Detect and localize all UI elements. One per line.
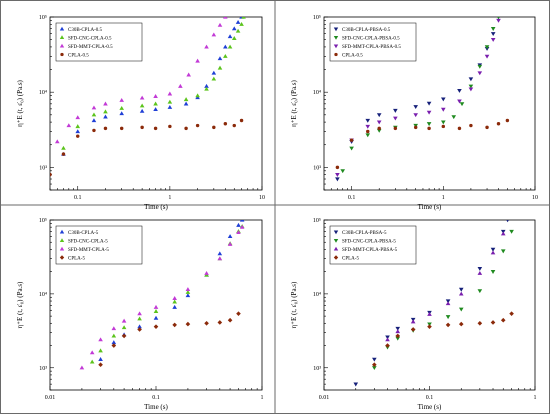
legend-label: SFD-CNC-CPLA-PBSA-5 (342, 240, 396, 245)
y-axis-label: η⁺E (t, ε̇₀) (Pa.s) (16, 281, 24, 328)
data-point (224, 122, 227, 125)
y-tick-label: 10³ (39, 165, 47, 171)
x-axis-label: Time (s) (418, 203, 442, 211)
data-point (366, 130, 369, 133)
legend: C30B-CPLA-0.5 SFD-CNC-CPLA-0.5 SFD-MMT-CPL… (56, 23, 142, 61)
data-point (350, 138, 353, 141)
legend-label: C30B-CPLA-PBSA-5 (342, 231, 387, 236)
legend-label: SFD-MMT-CPLA-5 (68, 248, 109, 253)
legend-label: SFD-MMT-CPLA-PBSA-0.5 (342, 45, 401, 50)
data-point (427, 127, 430, 130)
x-tick-label: 1 (168, 195, 171, 201)
data-point (184, 127, 187, 130)
x-tick-label: 1 (261, 395, 264, 401)
y-tick-label: 10³ (313, 165, 321, 171)
legend: C30B-CPLA-PBSA-5 SFD-CNC-CPLA-PBSA-5 SFD-M… (330, 226, 416, 264)
x-tick-label: 0.1 (348, 195, 356, 201)
y-axis-label: η⁺E (t, ε̇₀) (Pa.s) (16, 79, 24, 126)
data-point (104, 127, 107, 130)
data-point (92, 129, 95, 132)
data-point (414, 126, 417, 129)
data-point (212, 126, 215, 129)
y-axis-label: η⁺E (t, ε̇₀) (Pa.s) (290, 79, 298, 126)
x-tick-label: 10 (532, 195, 538, 201)
x-tick-label: 10 (259, 195, 265, 201)
y-tick-label: 10⁴ (39, 90, 47, 96)
data-point (458, 127, 461, 130)
x-axis-label: Time (s) (144, 403, 168, 411)
data-point (154, 127, 157, 130)
y-tick-label: 10⁵ (313, 218, 321, 224)
data-point (168, 125, 171, 128)
legend-label: CPLA-5 (342, 257, 359, 262)
y-axis-label: η⁺E (t, ε̇₀) (Pa.s) (290, 281, 298, 328)
data-point (196, 124, 199, 127)
legend-label: C30B-CPLA-PBSA-0.5 (342, 28, 391, 33)
data-point (336, 166, 339, 169)
x-axis-label: Time (s) (418, 403, 442, 411)
y-tick-label: 10⁴ (313, 292, 321, 298)
legend-label: CPLA-0.5 (68, 54, 89, 59)
x-tick-label: 1 (442, 195, 445, 201)
x-tick-label: 1 (534, 395, 537, 401)
data-point (240, 119, 243, 122)
x-tick-label: 0.1 (152, 395, 160, 401)
data-point (469, 124, 472, 127)
y-tick-label: 10³ (313, 366, 321, 372)
data-point (394, 127, 397, 130)
legend-label: SFD-CNC-CPLA-0.5 (68, 37, 112, 42)
legend: C30B-CPLA-PBSA-0.5 SFD-CNC-CPLA-PBSA-0.5 S… (330, 23, 416, 61)
data-point (233, 124, 236, 127)
data-point (140, 126, 143, 129)
legend-marker (334, 53, 337, 56)
data-point (120, 127, 123, 130)
data-point (485, 126, 488, 129)
x-tick-label: 0.1 (426, 395, 434, 401)
data-point (497, 122, 500, 125)
x-tick-label: 0.01 (319, 395, 330, 401)
y-tick-label: 10⁴ (313, 90, 321, 96)
legend-label: SFD-CNC-CPLA-PBSA-0.5 (342, 37, 400, 42)
legend-label: SFD-MMT-CPLA-0.5 (68, 45, 113, 50)
data-point (62, 152, 65, 155)
legend-label: SFD-CNC-CPLA-5 (68, 240, 108, 245)
legend-label: CPLA-0.5 (342, 54, 363, 59)
x-tick-label: 0.1 (74, 195, 82, 201)
y-tick-label: 10⁵ (313, 15, 321, 21)
data-point (377, 127, 380, 130)
y-tick-label: 10⁵ (39, 218, 47, 224)
y-tick-label: 10⁵ (39, 15, 47, 21)
y-tick-label: 10⁴ (39, 292, 47, 298)
data-point (442, 125, 445, 128)
x-axis-label: Time (s) (144, 203, 168, 211)
legend-label: CPLA-5 (68, 257, 85, 262)
legend: C30B-CPLA-5 SFD-CNC-CPLA-5 SFD-MMT-CPLA-5 C… (56, 226, 142, 264)
y-tick-label: 10³ (39, 366, 47, 372)
legend-label: C30B-CPLA-5 (68, 231, 99, 236)
x-tick-label: 0.01 (45, 395, 56, 401)
legend-marker (60, 53, 63, 56)
legend-label: SFD-MMT-CPLA-PBSA-5 (342, 248, 398, 253)
data-point (506, 119, 509, 122)
legend-label: C30B-CPLA-0.5 (68, 28, 103, 33)
data-point (76, 134, 79, 137)
